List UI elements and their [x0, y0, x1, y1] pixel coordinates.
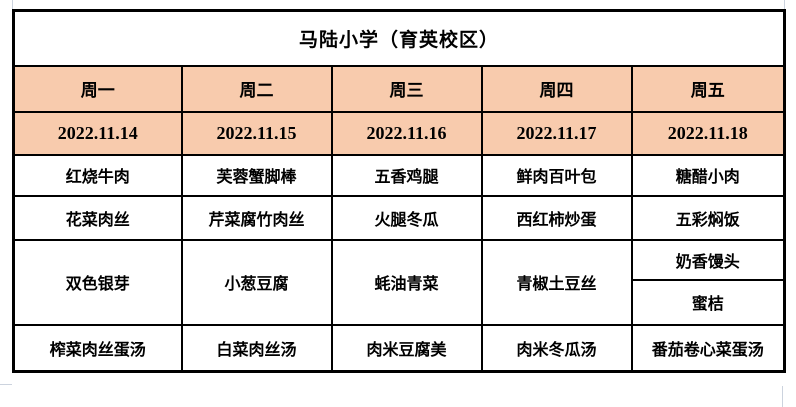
- dish-cell: 芙蓉蟹脚棒: [180, 153, 333, 197]
- dish-cell: 红烧牛肉: [12, 153, 183, 197]
- spreadsheet-gridline-stub: [782, 386, 783, 407]
- dish-cell: 双色银芽: [12, 238, 183, 326]
- soup-cell: 肉米豆腐美: [330, 323, 483, 373]
- day-header-monday: 周一: [12, 64, 183, 113]
- table-title: 马陆小学（育英校区）: [12, 9, 786, 67]
- dish-cell: 五香鸡腿: [330, 153, 483, 197]
- spreadsheet-gridline-stub: [0, 384, 12, 385]
- dish-cell: 鲜肉百叶包: [480, 153, 633, 197]
- date-cell-tuesday: 2022.11.15: [180, 110, 333, 156]
- spreadsheet-gridline-stub: [12, 0, 13, 9]
- dish-cell: 奶香馒头: [630, 238, 786, 281]
- date-cell-thursday: 2022.11.17: [480, 110, 633, 156]
- dish-cell: 青椒土豆丝: [480, 238, 633, 326]
- soup-cell: 榨菜肉丝蛋汤: [12, 323, 183, 373]
- weekly-menu-table: 马陆小学（育英校区） 周一 周二 周三 周四 周五 2022.11.14 202…: [12, 9, 787, 373]
- dish-cell: 花菜肉丝: [12, 194, 183, 241]
- date-cell-wednesday: 2022.11.16: [330, 110, 483, 156]
- dish-cell: 小葱豆腐: [180, 238, 333, 326]
- spreadsheet-gridline-stub: [784, 0, 785, 9]
- date-cell-friday: 2022.11.18: [630, 110, 786, 156]
- soup-cell: 肉米冬瓜汤: [480, 323, 633, 373]
- dish-cell: 火腿冬瓜: [330, 194, 483, 241]
- dish-cell: 五彩焖饭: [630, 194, 786, 241]
- dish-cell: 蜜桔: [630, 278, 786, 326]
- dish-cell: 糖醋小肉: [630, 153, 786, 197]
- day-header-thursday: 周四: [480, 64, 633, 113]
- dish-cell: 蚝油青菜: [330, 238, 483, 326]
- date-cell-monday: 2022.11.14: [12, 110, 183, 156]
- soup-cell: 白菜肉丝汤: [180, 323, 333, 373]
- day-header-friday: 周五: [630, 64, 786, 113]
- day-header-wednesday: 周三: [330, 64, 483, 113]
- dish-cell: 西红柿炒蛋: [480, 194, 633, 241]
- soup-cell: 番茄卷心菜蛋汤: [630, 323, 786, 373]
- dish-cell: 芹菜腐竹肉丝: [180, 194, 333, 241]
- day-header-tuesday: 周二: [180, 64, 333, 113]
